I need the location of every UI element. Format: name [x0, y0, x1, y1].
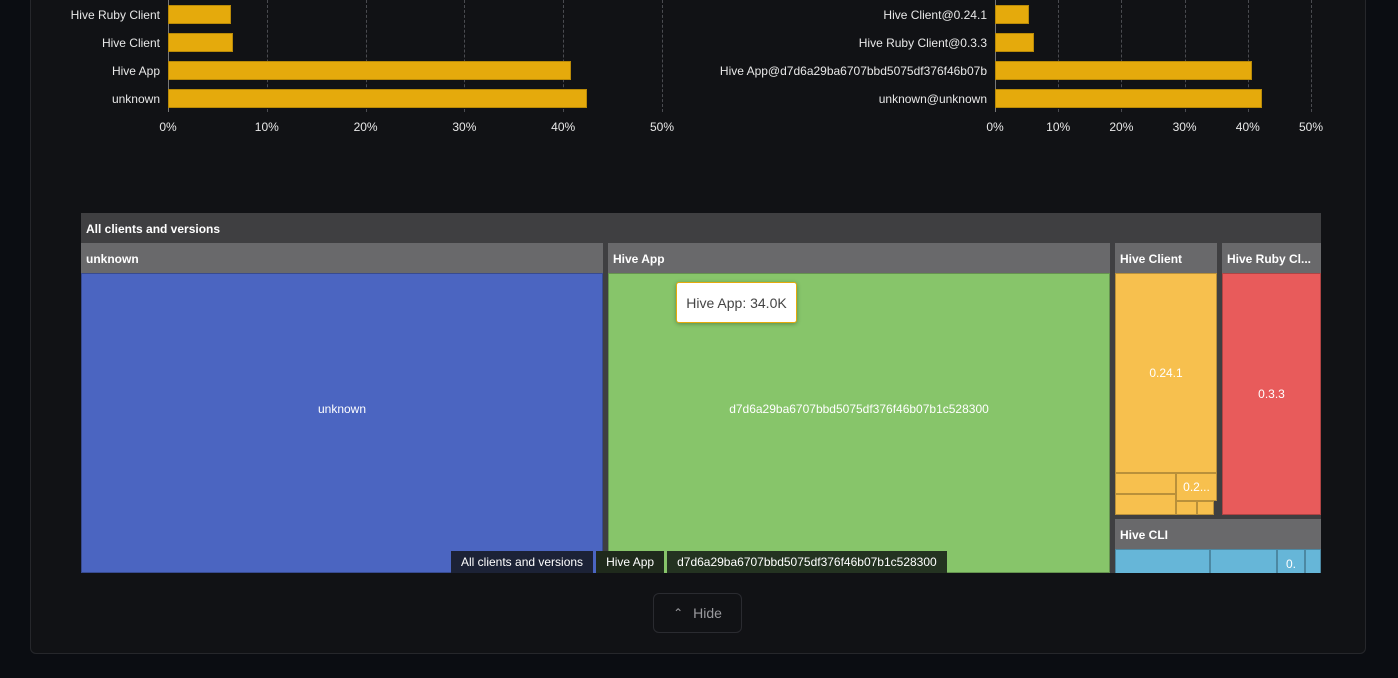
gridline — [563, 0, 565, 112]
y-tick-label: unknown@unknown — [878, 92, 987, 106]
group-header-hive-ruby-client[interactable]: Hive Ruby Cl... — [1222, 243, 1321, 273]
group-header-hive-app[interactable]: Hive App — [608, 243, 1110, 273]
tooltip: Hive App: 34.0K — [676, 282, 797, 323]
x-tick-label: 10% — [1046, 120, 1071, 134]
cell-hive-client-small[interactable] — [1197, 501, 1214, 515]
bar — [995, 33, 1035, 52]
cell-hive-cli[interactable] — [1210, 549, 1277, 573]
gridline — [662, 0, 663, 112]
y-axis — [168, 0, 169, 112]
y-tick-label: Hive Client@0.24.1 — [883, 8, 987, 22]
y-tick-label: Hive Ruby Client@0.3.3 — [858, 36, 987, 50]
bar — [995, 5, 1030, 24]
x-tick-label: 40% — [551, 120, 576, 134]
x-tick-label: 20% — [1109, 120, 1134, 134]
breadcrumb: All clients and versions Hive App d7d6a2… — [451, 551, 947, 573]
cell-unknown[interactable]: unknown — [81, 273, 603, 573]
x-tick-label: 50% — [1298, 120, 1324, 134]
breadcrumb-item-leaf[interactable]: d7d6a29ba6707bbd5075df376f46b07b1c528300 — [667, 551, 947, 573]
x-tick-label: 50% — [649, 120, 675, 134]
y-tick-label: Hive Client — [101, 36, 160, 50]
y-tick-label: Hive App@d7d6a29ba6707bbd5075df376f46b07… — [719, 64, 987, 78]
x-tick-label: 30% — [1172, 120, 1197, 134]
x-tick-label: 0% — [159, 120, 177, 134]
bar-chart-clients: 0% 10% 20% 30% 40% 50% Hive Ruby Client Hive Cl… — [0, 0, 700, 140]
hide-button[interactable]: ⌃ Hide — [653, 593, 742, 633]
treemap: All clients and versions unknown unknown… — [81, 213, 1321, 573]
cell-hive-ruby-0.3.3[interactable]: 0.3.3 — [1222, 273, 1321, 515]
gridline — [1311, 0, 1312, 112]
x-tick-label: 20% — [353, 120, 378, 134]
group-header-hive-client[interactable]: Hive Client — [1115, 243, 1217, 273]
gridline — [1058, 0, 1060, 112]
bar — [995, 61, 1253, 80]
cell-hive-client-0.2x[interactable]: 0.2... — [1176, 473, 1217, 501]
cell-hive-client-small[interactable] — [1115, 494, 1176, 515]
cell-hive-cli[interactable] — [1305, 549, 1321, 573]
gridline — [266, 0, 268, 112]
y-axis — [995, 0, 996, 112]
hide-label: Hide — [693, 605, 722, 621]
breadcrumb-item-root[interactable]: All clients and versions — [451, 551, 597, 573]
cell-hive-cli-0[interactable]: 0. — [1277, 549, 1305, 573]
x-tick-label: 0% — [986, 120, 1004, 134]
chevron-up-icon: ⌃ — [673, 606, 684, 620]
x-tick-label: 30% — [452, 120, 477, 134]
group-header-unknown[interactable]: unknown — [81, 243, 603, 273]
breadcrumb-item-group[interactable]: Hive App — [596, 551, 668, 573]
treemap-root-header[interactable]: All clients and versions — [81, 213, 1321, 243]
cell-hive-cli[interactable] — [1115, 549, 1210, 573]
y-tick-label: Hive App — [111, 64, 160, 78]
bar — [168, 61, 572, 80]
gridline — [1121, 0, 1123, 112]
cell-hive-client-0.24.1[interactable]: 0.24.1 — [1115, 273, 1217, 473]
group-header-hive-cli[interactable]: Hive CLI — [1115, 519, 1321, 549]
bar — [168, 89, 587, 108]
cell-hive-client-small[interactable] — [1115, 473, 1176, 494]
gridline — [1247, 0, 1249, 112]
cell-hive-client-small[interactable] — [1176, 501, 1197, 515]
gridline — [365, 0, 367, 112]
y-tick-label: unknown — [111, 92, 160, 106]
x-tick-label: 40% — [1235, 120, 1260, 134]
gridline — [464, 0, 466, 112]
y-tick-label: Hive Ruby Client — [70, 8, 160, 22]
x-tick-label: 10% — [254, 120, 279, 134]
bar — [995, 89, 1262, 108]
gridline — [1184, 0, 1186, 112]
bar — [168, 33, 234, 52]
bar — [168, 5, 232, 24]
bar-chart-client-versions: 0% 10% 20% 30% 40% 50% Hive Client@0.24.1 Hive … — [700, 0, 1398, 140]
